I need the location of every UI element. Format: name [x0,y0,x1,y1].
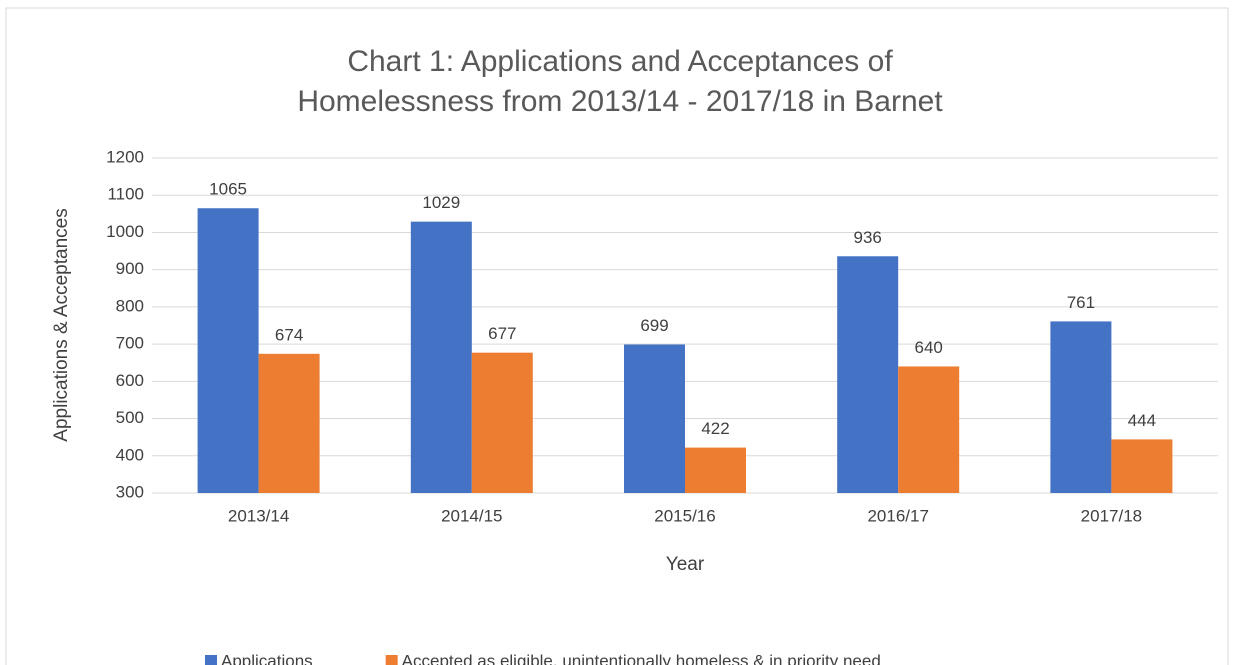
bar [624,344,685,493]
data-label: 640 [915,338,943,357]
legend-label: Applications [221,651,313,665]
y-tick-label: 400 [116,445,144,464]
data-label: 699 [640,316,668,335]
data-label: 1029 [422,193,460,212]
y-tick-label: 500 [116,408,144,427]
x-tick-label: 2017/18 [1081,506,1142,525]
data-label: 677 [488,324,516,343]
chart-border [5,7,1229,665]
legend-swatch [385,655,398,665]
x-axis-label: Year [666,554,705,575]
bar [1111,439,1173,493]
data-label: 444 [1128,411,1156,430]
x-tick-label: 2014/15 [441,506,502,525]
bar [197,208,259,493]
data-label: 936 [854,228,882,247]
y-tick-label: 900 [116,259,144,278]
data-label: 761 [1067,293,1095,312]
data-label: 1065 [209,180,247,199]
x-tick-label: 2015/16 [654,506,715,525]
bar [837,256,899,493]
y-tick-label: 1000 [106,222,144,241]
bar [258,353,320,493]
y-tick-label: 800 [116,296,144,315]
bar [1050,321,1112,493]
y-tick-label: 1200 [106,147,144,166]
bar [685,447,746,493]
y-axis-label: Applications & Acceptances [51,208,72,441]
bar [898,366,960,493]
y-tick-label: 700 [116,334,144,353]
legend-label: Accepted as eligible, unintentionally ho… [402,651,881,665]
x-tick-label: 2013/14 [228,506,289,525]
data-label: 674 [275,325,303,344]
x-tick-label: 2016/17 [867,506,928,525]
y-tick-label: 300 [116,482,144,501]
bar [471,352,533,493]
data-label: 422 [701,419,729,438]
y-tick-label: 600 [116,371,144,390]
chart-title: Chart 1: Applications and Acceptances of… [297,45,943,118]
y-tick-label: 1100 [107,185,144,204]
legend-swatch [205,655,217,665]
bar [410,221,472,493]
